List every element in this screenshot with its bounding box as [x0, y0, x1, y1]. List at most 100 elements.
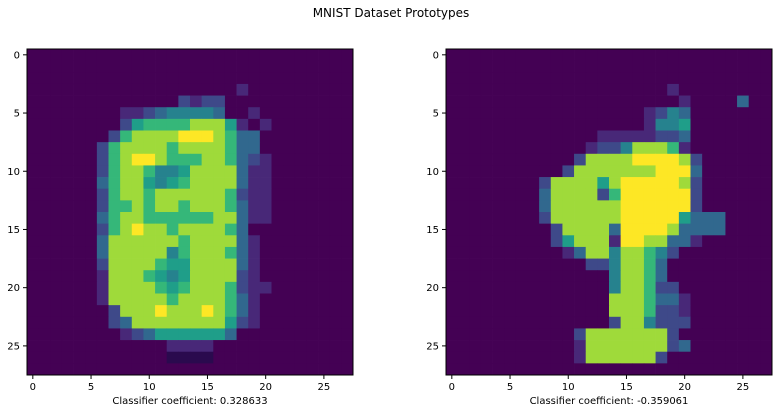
heatmap-cell — [38, 328, 51, 341]
heatmap-cell — [725, 351, 738, 364]
heatmap-cell — [166, 316, 179, 329]
heatmap-cell — [643, 72, 656, 85]
heatmap-cell — [131, 95, 144, 108]
heatmap-cell — [539, 130, 552, 143]
heatmap-cell — [527, 293, 540, 306]
heatmap-cell — [539, 212, 552, 224]
heatmap-cell — [655, 130, 668, 143]
heatmap-cell — [27, 328, 39, 341]
heatmap-cell — [748, 142, 761, 155]
heatmap-cell — [341, 270, 354, 283]
heatmap-cell — [306, 95, 319, 108]
heatmap-cell — [318, 165, 331, 178]
heatmap-cell — [690, 200, 703, 213]
heatmap-cell — [597, 212, 610, 224]
heatmap-cell — [108, 305, 121, 318]
heatmap-cell — [38, 60, 51, 73]
heatmap-cell — [678, 83, 691, 96]
heatmap-cell — [248, 212, 261, 224]
heatmap-cell — [190, 340, 202, 353]
heatmap-cell — [713, 258, 726, 271]
heatmap-cell — [190, 200, 202, 213]
heatmap-cell — [96, 340, 109, 353]
heatmap-cell — [678, 340, 691, 353]
heatmap-cell — [527, 188, 540, 201]
heatmap-cell — [73, 212, 86, 224]
heatmap-cell — [178, 188, 191, 201]
heatmap-cell — [96, 177, 109, 190]
heatmap-cell — [248, 165, 261, 178]
heatmap-cell — [713, 118, 726, 131]
heatmap-cell — [248, 281, 261, 294]
heatmap-cell — [713, 316, 726, 329]
heatmap-cell — [38, 246, 51, 259]
heatmap-cell — [504, 130, 517, 143]
x-tick-label: 15 — [620, 382, 633, 393]
heatmap-cell — [550, 246, 563, 259]
heatmap-cell — [737, 351, 750, 364]
heatmap-cell — [120, 130, 133, 143]
heatmap-cell — [620, 270, 633, 283]
y-tick-label: 25 — [7, 341, 20, 352]
heatmap-cell — [294, 328, 307, 341]
heatmap-cell — [713, 281, 726, 294]
heatmap-cell — [155, 72, 168, 85]
heatmap-cell — [178, 281, 191, 294]
heatmap-cell — [166, 188, 179, 201]
heatmap-cell — [73, 270, 86, 283]
heatmap-cell — [294, 83, 307, 96]
heatmap-cell — [224, 200, 237, 213]
heatmap-cell — [201, 223, 214, 236]
heatmap-cell — [469, 188, 482, 201]
heatmap-cell — [690, 153, 703, 166]
y-tick-label: 5 — [14, 109, 20, 120]
heatmap-cell — [318, 305, 331, 318]
heatmap-cell — [306, 212, 319, 224]
heatmap-cell — [166, 60, 179, 73]
heatmap-cell — [213, 72, 226, 85]
heatmap-cell — [457, 142, 470, 155]
heatmap-cell — [108, 316, 121, 329]
heatmap-cell — [597, 340, 610, 353]
heatmap-cell — [620, 177, 633, 190]
heatmap-cell — [341, 316, 354, 329]
heatmap-cell — [27, 363, 39, 376]
heatmap-cell — [294, 246, 307, 259]
heatmap-cell — [248, 188, 261, 201]
heatmap-cell — [737, 49, 750, 61]
heatmap-cell — [539, 235, 552, 248]
heatmap-cell — [527, 165, 540, 178]
heatmap-cell — [446, 118, 458, 131]
heatmap-cell — [224, 305, 237, 318]
heatmap-cell — [50, 281, 63, 294]
heatmap-cell — [748, 165, 761, 178]
heatmap-cell — [609, 107, 621, 120]
heatmap-cell — [341, 340, 354, 353]
heatmap-cell — [504, 258, 517, 271]
heatmap-cell — [271, 363, 284, 376]
heatmap-cell — [632, 246, 645, 259]
heatmap-cell — [480, 363, 493, 376]
heatmap-cell — [271, 340, 284, 353]
heatmap-cell — [318, 340, 331, 353]
heatmap-cell — [294, 177, 307, 190]
heatmap-cell — [73, 235, 86, 248]
heatmap-cell — [224, 165, 237, 178]
heatmap-cell — [469, 351, 482, 364]
heatmap-cell — [574, 351, 587, 364]
heatmap-cell — [50, 258, 63, 271]
heatmap-cell — [178, 258, 191, 271]
heatmap-cell — [259, 212, 272, 224]
heatmap-cell — [620, 340, 633, 353]
heatmap-cell — [224, 316, 237, 329]
heatmap-cell — [515, 281, 528, 294]
heatmap-cell — [318, 60, 331, 73]
heatmap-cell — [178, 316, 191, 329]
heatmap-cell — [341, 142, 354, 155]
heatmap-cell — [85, 165, 98, 178]
heatmap-cell — [609, 72, 621, 85]
heatmap-cell — [61, 316, 74, 329]
heatmap-cell — [748, 95, 761, 108]
heatmap-cell — [143, 153, 156, 166]
heatmap-cell — [609, 316, 621, 329]
